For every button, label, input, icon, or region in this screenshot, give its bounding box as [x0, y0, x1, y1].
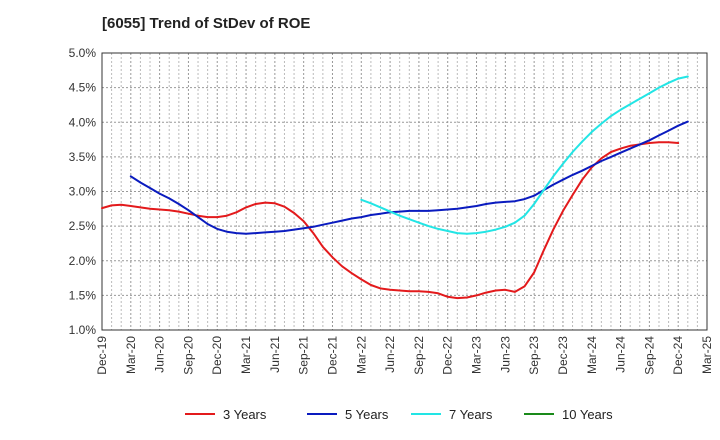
plot-area [102, 53, 707, 330]
x-tick-label: Jun-22 [383, 336, 397, 373]
y-tick-label: 5.0% [69, 46, 97, 60]
legend-label: 7 Years [449, 407, 493, 422]
chart-title: [6055] Trend of StDev of ROE [102, 15, 310, 32]
x-tick-label: Sep-23 [527, 336, 541, 375]
x-tick-label: Sep-24 [642, 336, 656, 375]
x-tick-label: Dec-20 [210, 336, 224, 375]
series-line-5-years [129, 120, 689, 235]
legend-label: 10 Years [562, 407, 613, 422]
x-tick-label: Mar-25 [700, 336, 714, 374]
x-tick-label: Jun-20 [153, 336, 167, 373]
y-tick-label: 4.5% [69, 81, 97, 95]
x-tick-label: Mar-21 [239, 336, 253, 374]
x-axis: Dec-19 Mar-20 Jun-20 Sep-20 Dec-20 Mar-21 Jun-… [95, 336, 714, 375]
y-axis: 1.0% 1.5% 2.0% 2.5% 3.0% 3.5% 4.0% 4.5% 5.0% [69, 46, 97, 337]
x-tick-label: Dec-19 [95, 336, 109, 375]
y-tick-label: 1.5% [69, 288, 97, 302]
y-tick-label: 4.0% [69, 115, 97, 129]
x-tick-label: Dec-21 [325, 336, 339, 375]
y-tick-label: 2.0% [69, 254, 97, 268]
x-tick-label: Mar-20 [124, 336, 138, 374]
x-tick-label: Sep-22 [412, 336, 426, 375]
x-tick-label: Dec-24 [671, 336, 685, 375]
x-tick-label: Sep-21 [297, 336, 311, 375]
y-tick-label: 3.5% [69, 150, 97, 164]
series-line-3-years [101, 141, 680, 300]
x-tick-label: Sep-20 [181, 336, 195, 375]
x-tick-label: Mar-22 [354, 336, 368, 374]
x-tick-label: Jun-23 [498, 336, 512, 373]
plot-border [101, 52, 708, 331]
x-tick-label: Jun-21 [268, 336, 282, 373]
legend-label: 5 Years [345, 407, 389, 422]
legend: 3 Years 5 Years 7 Years 10 Years [185, 407, 613, 422]
series-line-7-years [360, 75, 689, 235]
x-tick-label: Mar-23 [470, 336, 484, 374]
x-tick-label: Dec-22 [441, 336, 455, 375]
y-tick-label: 2.5% [69, 219, 97, 233]
legend-label: 3 Years [223, 407, 267, 422]
x-tick-label: Dec-23 [556, 336, 570, 375]
y-tick-label: 1.0% [69, 323, 97, 337]
x-tick-label: Jun-24 [614, 336, 628, 373]
series-lines [101, 75, 689, 300]
x-tick-label: Mar-24 [585, 336, 599, 374]
y-tick-label: 3.0% [69, 185, 97, 199]
